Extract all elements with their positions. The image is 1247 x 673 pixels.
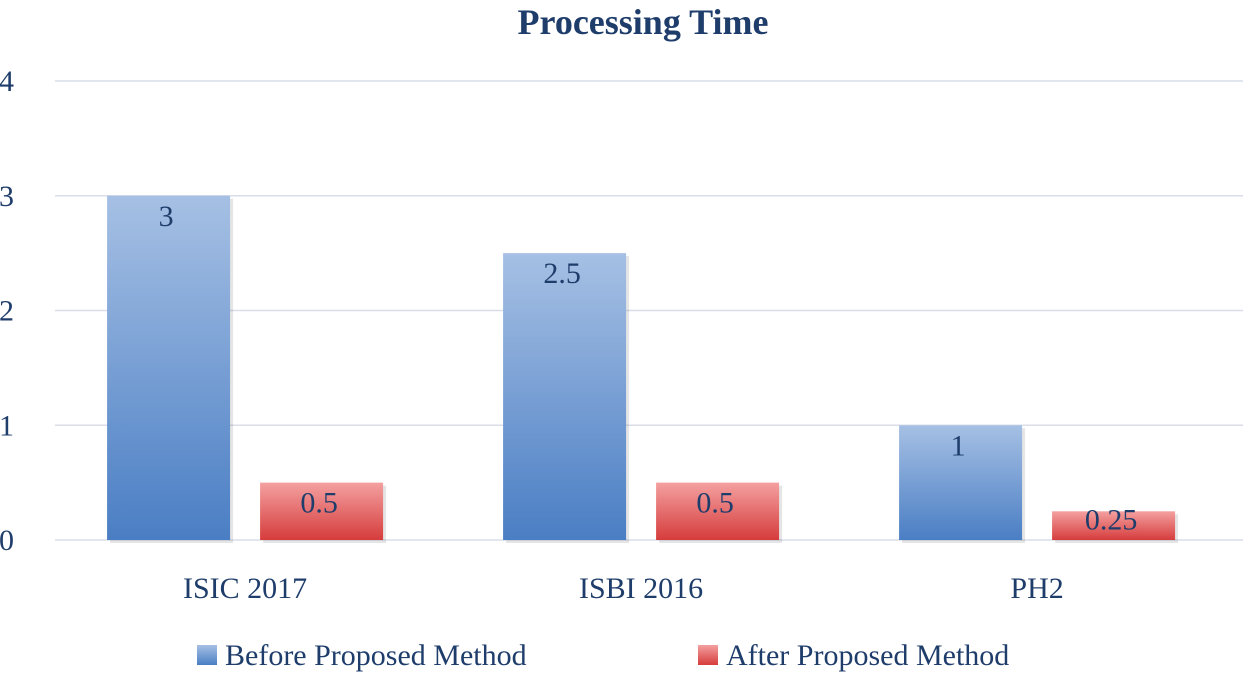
bar-value-label: 3: [159, 200, 174, 233]
legend: Before Proposed Method After Proposed Met…: [197, 639, 1009, 672]
bar-before: [503, 253, 627, 540]
x-category-label: ISIC 2017: [183, 572, 307, 605]
bar-value-label: 1: [951, 429, 966, 462]
legend-label: After Proposed Method: [726, 639, 1009, 672]
legend-swatch-after: [698, 645, 718, 665]
x-axis-categories: ISIC 2017 ISBI 2016 PH2: [183, 572, 1064, 605]
y-tick-label: 4: [0, 65, 14, 98]
chart-title: Processing Time: [518, 2, 769, 42]
value-labels: 3 0.5 2.5 0.5 1 0.25: [159, 200, 1138, 537]
bar-value-label: 0.5: [300, 487, 338, 520]
bars: [107, 195, 1179, 543]
legend-label: Before Proposed Method: [225, 639, 527, 672]
x-category-label: PH2: [1010, 572, 1063, 605]
y-tick-label: 2: [0, 295, 14, 328]
y-axis-ticks: 0 1 2 3 4: [0, 65, 14, 557]
bar-after: [656, 482, 780, 540]
bar-before: [107, 195, 231, 540]
x-category-label: ISBI 2016: [579, 572, 703, 605]
legend-swatch-before: [197, 645, 217, 665]
bar-value-label: 2.5: [543, 257, 581, 290]
y-tick-label: 0: [0, 524, 14, 557]
bar-before: [899, 425, 1023, 540]
y-tick-label: 3: [0, 180, 14, 213]
bar-value-label: 0.25: [1085, 503, 1138, 536]
y-tick-label: 1: [0, 409, 14, 442]
bar-after: [260, 482, 384, 540]
gridlines: [55, 80, 1243, 541]
bar-value-label: 0.5: [696, 487, 734, 520]
bar-after: [1052, 511, 1176, 540]
